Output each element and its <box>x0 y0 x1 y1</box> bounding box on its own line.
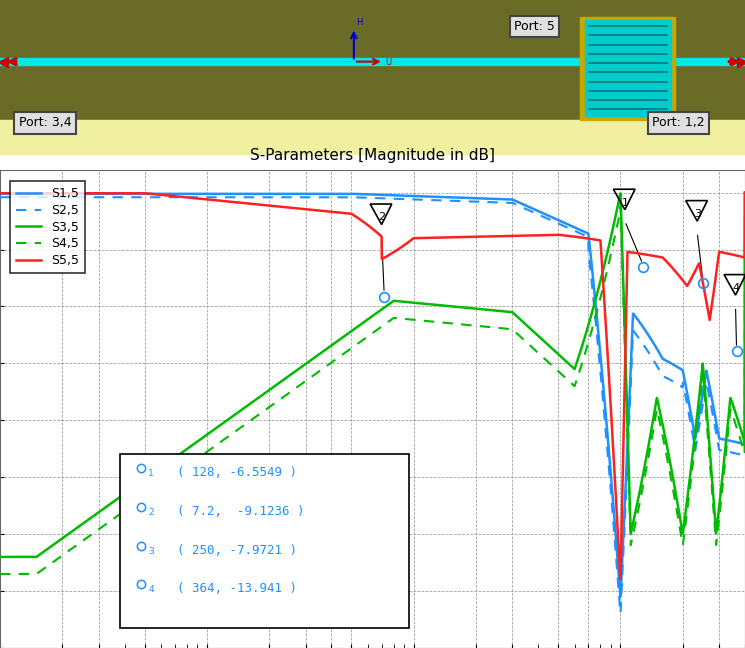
Title: S-Parameters [Magnitude in dB]: S-Parameters [Magnitude in dB] <box>250 148 495 163</box>
Text: 3: 3 <box>148 547 153 556</box>
Text: 2: 2 <box>148 508 153 517</box>
Text: Port: 3,4: Port: 3,4 <box>19 117 72 130</box>
Bar <box>580 17 675 120</box>
Text: 2: 2 <box>378 213 385 222</box>
Legend: S1,5, S2,5, S3,5, S4,5, S5,5: S1,5, S2,5, S3,5, S4,5, S5,5 <box>10 181 86 273</box>
Text: U: U <box>385 58 391 67</box>
Text: 3: 3 <box>694 209 701 219</box>
Text: ( 128, -6.5549 ): ( 128, -6.5549 ) <box>177 466 297 479</box>
Text: ( 250, -7.9721 ): ( 250, -7.9721 ) <box>177 544 297 557</box>
Text: H: H <box>356 17 363 27</box>
Text: 4: 4 <box>732 283 739 293</box>
Bar <box>0 0 745 120</box>
Text: Port: 1,2: Port: 1,2 <box>652 117 705 130</box>
Bar <box>0 120 745 154</box>
Text: 1: 1 <box>148 469 153 478</box>
Bar <box>585 20 670 115</box>
Text: 1: 1 <box>621 198 628 207</box>
Text: 4: 4 <box>148 585 153 594</box>
Text: ( 364, -13.941 ): ( 364, -13.941 ) <box>177 583 297 596</box>
Bar <box>120 454 409 627</box>
Text: Port: 5: Port: 5 <box>514 20 555 33</box>
Text: ( 7.2,  -9.1236 ): ( 7.2, -9.1236 ) <box>177 505 305 518</box>
